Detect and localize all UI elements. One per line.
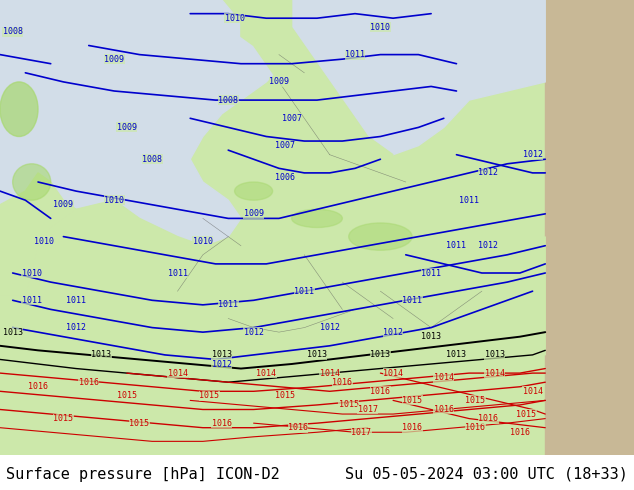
Text: 1007: 1007	[275, 141, 295, 150]
Text: 1007: 1007	[281, 114, 302, 123]
Text: 1012: 1012	[383, 328, 403, 337]
Bar	[0, 0, 545, 455]
Text: 1016: 1016	[478, 414, 498, 423]
Text: 1015: 1015	[516, 410, 536, 418]
Text: 1009: 1009	[243, 209, 264, 219]
Text: 1013: 1013	[370, 350, 391, 359]
Text: 1016: 1016	[212, 418, 232, 428]
Text: 1012: 1012	[66, 323, 86, 332]
Text: 1013: 1013	[3, 328, 23, 337]
Text: 1016: 1016	[288, 423, 308, 432]
Polygon shape	[0, 173, 76, 296]
Text: 1006: 1006	[275, 173, 295, 182]
Text: Su 05-05-2024 03:00 UTC (18+33): Su 05-05-2024 03:00 UTC (18+33)	[345, 467, 628, 482]
Text: 1015: 1015	[53, 414, 74, 423]
Text: 1014: 1014	[434, 373, 454, 382]
Text: 1011: 1011	[459, 196, 479, 205]
Ellipse shape	[0, 82, 38, 137]
Text: 1015: 1015	[402, 396, 422, 405]
Polygon shape	[0, 200, 545, 355]
Text: 1016: 1016	[510, 428, 530, 437]
Text: 1016: 1016	[370, 387, 391, 396]
Text: 1009: 1009	[117, 123, 137, 132]
Text: 1009: 1009	[269, 77, 289, 86]
Text: 1011: 1011	[402, 296, 422, 305]
Bar	[545, 0, 634, 455]
Text: 1017: 1017	[351, 428, 372, 437]
Text: 1011: 1011	[66, 296, 86, 305]
Text: 1011: 1011	[22, 296, 42, 305]
Text: 1017: 1017	[358, 405, 378, 414]
Text: 1014: 1014	[383, 368, 403, 378]
Text: 1012: 1012	[478, 241, 498, 250]
Text: 1009: 1009	[53, 200, 74, 209]
Text: 1013: 1013	[91, 350, 112, 359]
Text: 1013: 1013	[421, 332, 441, 341]
Text: 1010: 1010	[224, 14, 245, 23]
Text: 1016: 1016	[28, 382, 48, 391]
Text: 1010: 1010	[22, 269, 42, 277]
Text: Surface pressure [hPa] ICON-D2: Surface pressure [hPa] ICON-D2	[6, 467, 280, 482]
Text: 1014: 1014	[256, 368, 276, 378]
Text: 1012: 1012	[522, 150, 543, 159]
Text: 1013: 1013	[484, 350, 505, 359]
Text: 1013: 1013	[446, 350, 467, 359]
Text: 1008: 1008	[218, 96, 238, 104]
Text: 1012: 1012	[243, 328, 264, 337]
Ellipse shape	[292, 209, 342, 227]
Text: 1011: 1011	[446, 241, 467, 250]
Polygon shape	[0, 0, 38, 296]
Text: 1010: 1010	[34, 237, 55, 245]
Polygon shape	[0, 0, 292, 296]
Text: 1016: 1016	[79, 378, 99, 387]
Text: 1010: 1010	[193, 237, 213, 245]
Text: 1011: 1011	[167, 269, 188, 277]
Text: 1010: 1010	[370, 23, 391, 32]
Text: 1008: 1008	[142, 155, 162, 164]
Text: 1010: 1010	[104, 196, 124, 205]
Text: 1011: 1011	[421, 269, 441, 277]
Text: 1014: 1014	[484, 368, 505, 378]
Text: 1015: 1015	[339, 400, 359, 410]
Text: 1014: 1014	[167, 368, 188, 378]
Ellipse shape	[349, 223, 412, 250]
Text: 1012: 1012	[212, 360, 232, 368]
Text: 1016: 1016	[402, 423, 422, 432]
Text: 1015: 1015	[129, 418, 150, 428]
Text: 1008: 1008	[3, 27, 23, 36]
Text: 1016: 1016	[465, 423, 486, 432]
Text: 1009: 1009	[104, 55, 124, 64]
Text: 1014: 1014	[320, 368, 340, 378]
Ellipse shape	[235, 182, 273, 200]
Text: 1015: 1015	[465, 396, 486, 405]
Text: 1015: 1015	[199, 392, 219, 400]
Text: 1012: 1012	[320, 323, 340, 332]
Ellipse shape	[13, 164, 51, 200]
Polygon shape	[241, 0, 393, 164]
Text: 1016: 1016	[332, 378, 353, 387]
Text: 1012: 1012	[478, 169, 498, 177]
Text: 1011: 1011	[345, 50, 365, 59]
Text: 1014: 1014	[522, 387, 543, 396]
Text: 1015: 1015	[117, 392, 137, 400]
Text: 1016: 1016	[434, 405, 454, 414]
Text: 1013: 1013	[307, 350, 327, 359]
Text: 1011: 1011	[218, 300, 238, 309]
Text: 1011: 1011	[294, 287, 314, 295]
Polygon shape	[292, 0, 545, 155]
Text: 1013: 1013	[212, 350, 232, 359]
Text: 1015: 1015	[275, 392, 295, 400]
